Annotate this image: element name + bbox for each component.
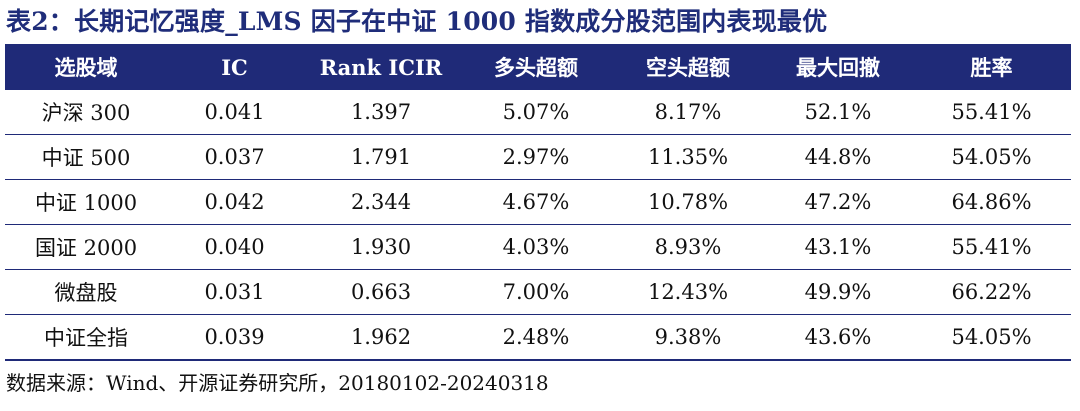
table-cell: 43.1% [764,224,912,270]
table-cell: 4.67% [460,179,612,225]
table-cell: 0.037 [167,134,302,180]
table-cell: 66.22% [912,269,1071,315]
performance-table: 选股域 IC Rank ICIR 多头超额 空头超额 最大回撤 胜率 沪深 30… [5,44,1071,361]
table-row: 中证 500 0.037 1.791 2.97% 11.35% 44.8% 54… [5,134,1071,180]
table-cell: 微盘股 [5,269,167,315]
table-cell: 0.041 [167,90,302,135]
table-cell: 55.41% [912,90,1071,135]
table-cell: 64.86% [912,179,1071,225]
table-cell: 7.00% [460,269,612,315]
table-cell: 10.78% [612,179,764,225]
table-cell: 4.03% [460,224,612,270]
table-cell: 44.8% [764,134,912,180]
table-cell: 2.97% [460,134,612,180]
table-cell: 沪深 300 [5,90,167,135]
table-cell: 55.41% [912,224,1071,270]
table-cell: 49.9% [764,269,912,315]
table-cell: 43.6% [764,314,912,361]
table-cell: 0.042 [167,179,302,225]
table-row: 微盘股 0.031 0.663 7.00% 12.43% 49.9% 66.22… [5,269,1071,315]
table-cell: 54.05% [912,134,1071,180]
column-header-short-excess: 空头超额 [612,44,764,90]
table-cell: 8.93% [612,224,764,270]
column-header-universe: 选股域 [5,44,167,90]
header-row: 选股域 IC Rank ICIR 多头超额 空头超额 最大回撤 胜率 [5,44,1071,90]
table-cell: 中证全指 [5,314,167,361]
column-header-win-rate: 胜率 [912,44,1071,90]
table-cell: 8.17% [612,90,764,135]
table-cell: 1.962 [302,314,460,361]
table-cell: 0.040 [167,224,302,270]
table-row: 中证全指 0.039 1.962 2.48% 9.38% 43.6% 54.05… [5,314,1071,361]
table-cell: 0.663 [302,269,460,315]
table-cell: 1.930 [302,224,460,270]
column-header-ic: IC [167,44,302,90]
table-cell: 国证 2000 [5,224,167,270]
table-cell: 1.791 [302,134,460,180]
table-cell: 54.05% [912,314,1071,361]
table-cell: 52.1% [764,90,912,135]
table-cell: 中证 500 [5,134,167,180]
table-cell: 5.07% [460,90,612,135]
table-cell: 2.344 [302,179,460,225]
column-header-long-excess: 多头超额 [460,44,612,90]
source-note: 数据来源：Wind、开源证券研究所，20180102-20240318 [6,371,549,395]
table-row: 沪深 300 0.041 1.397 5.07% 8.17% 52.1% 55.… [5,90,1071,135]
table-cell: 0.031 [167,269,302,315]
table-cell: 12.43% [612,269,764,315]
table-cell: 11.35% [612,134,764,180]
table-cell: 2.48% [460,314,612,361]
table-cell: 47.2% [764,179,912,225]
table-cell: 1.397 [302,90,460,135]
column-header-rank-icir: Rank ICIR [302,44,460,90]
table-title: 表2：长期记忆强度_LMS 因子在中证 1000 指数成分股范围内表现最优 [6,7,828,36]
table-cell: 中证 1000 [5,179,167,225]
table-cell: 9.38% [612,314,764,361]
table-row: 国证 2000 0.040 1.930 4.03% 8.93% 43.1% 55… [5,224,1071,270]
table-cell: 0.039 [167,314,302,361]
table-row: 中证 1000 0.042 2.344 4.67% 10.78% 47.2% 6… [5,179,1071,225]
column-header-max-drawdown: 最大回撤 [764,44,912,90]
